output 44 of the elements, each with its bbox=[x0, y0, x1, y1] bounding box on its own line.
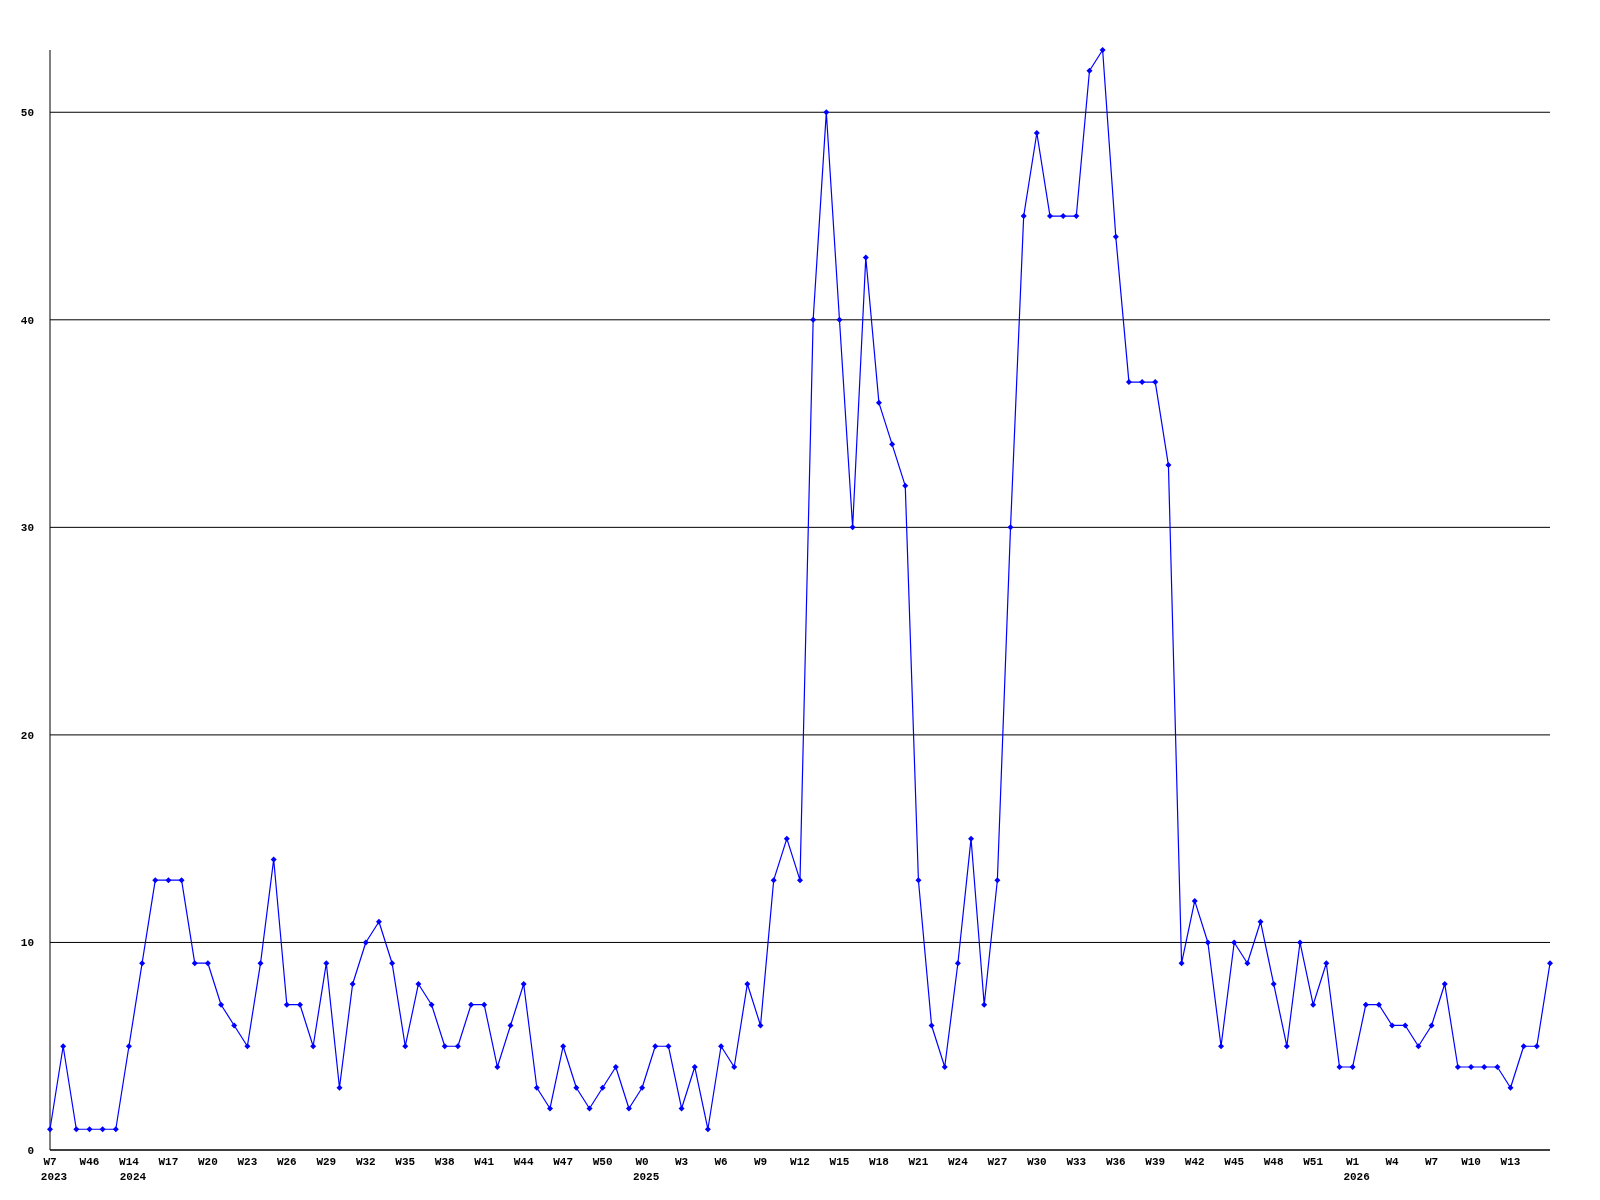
x-tick-label: W36 bbox=[1105, 1156, 1126, 1168]
x-tick-label: W6 bbox=[714, 1156, 728, 1168]
y-tick-label: 40 bbox=[20, 314, 34, 327]
x-tick-label: W30 bbox=[1026, 1156, 1047, 1168]
x-tick-label: W4 bbox=[1385, 1156, 1400, 1168]
x-tick-label: W26 bbox=[276, 1156, 297, 1168]
x-tick-label: W15 bbox=[829, 1156, 850, 1168]
x-tick-label: W10 bbox=[1461, 1156, 1481, 1168]
x-tick-label: W47 bbox=[553, 1156, 574, 1168]
x-tick-label: W17 bbox=[158, 1156, 179, 1168]
x-tick-label: W32 bbox=[355, 1156, 376, 1168]
x-tick-label: W3 bbox=[674, 1156, 689, 1168]
x-tick-label: W41 bbox=[474, 1156, 495, 1168]
x-tick-label: W38 bbox=[434, 1156, 456, 1168]
x-tick-label: W33 bbox=[1066, 1156, 1087, 1168]
x-tick-label: W48 bbox=[1263, 1156, 1284, 1168]
x-tick-label: W29 bbox=[316, 1156, 337, 1168]
x-tick-label: W7 2023 bbox=[40, 1156, 68, 1183]
y-tick-label: 0 bbox=[27, 1144, 34, 1157]
x-tick-label: W21 bbox=[908, 1156, 929, 1168]
x-tick-label: W24 bbox=[947, 1156, 969, 1168]
x-tick-label: W7 bbox=[1424, 1156, 1439, 1168]
x-tick-label: W35 bbox=[395, 1156, 416, 1168]
x-tick-label: W50 bbox=[592, 1156, 613, 1168]
y-tick-label: 20 bbox=[20, 729, 34, 742]
y-tick-label: 50 bbox=[20, 107, 34, 120]
x-tick-label: W42 bbox=[1184, 1156, 1205, 1168]
y-tick-label: 10 bbox=[20, 937, 34, 950]
x-tick-label: W39 bbox=[1145, 1156, 1166, 1168]
y-tick-label: 30 bbox=[20, 522, 34, 535]
x-tick-label: W51 bbox=[1303, 1156, 1324, 1168]
x-tick-label: W14 2024 bbox=[119, 1156, 147, 1183]
x-tick-label: W9 bbox=[753, 1156, 768, 1168]
x-tick-label: W23 bbox=[237, 1156, 258, 1168]
x-tick-label: W45 bbox=[1224, 1156, 1245, 1168]
x-tick-label: W20 bbox=[197, 1156, 218, 1168]
x-tick-label: W1 2026 bbox=[1343, 1156, 1370, 1183]
x-tick-label: W44 bbox=[513, 1156, 534, 1168]
x-tick-label: W13 bbox=[1500, 1156, 1521, 1168]
x-tick-label: W46 bbox=[79, 1156, 100, 1168]
x-tick-label: W12 bbox=[790, 1156, 810, 1168]
x-tick-label: W27 bbox=[987, 1156, 1008, 1168]
x-tick-label: W0 2025 bbox=[632, 1156, 660, 1183]
x-tick-label: W18 bbox=[869, 1156, 890, 1168]
